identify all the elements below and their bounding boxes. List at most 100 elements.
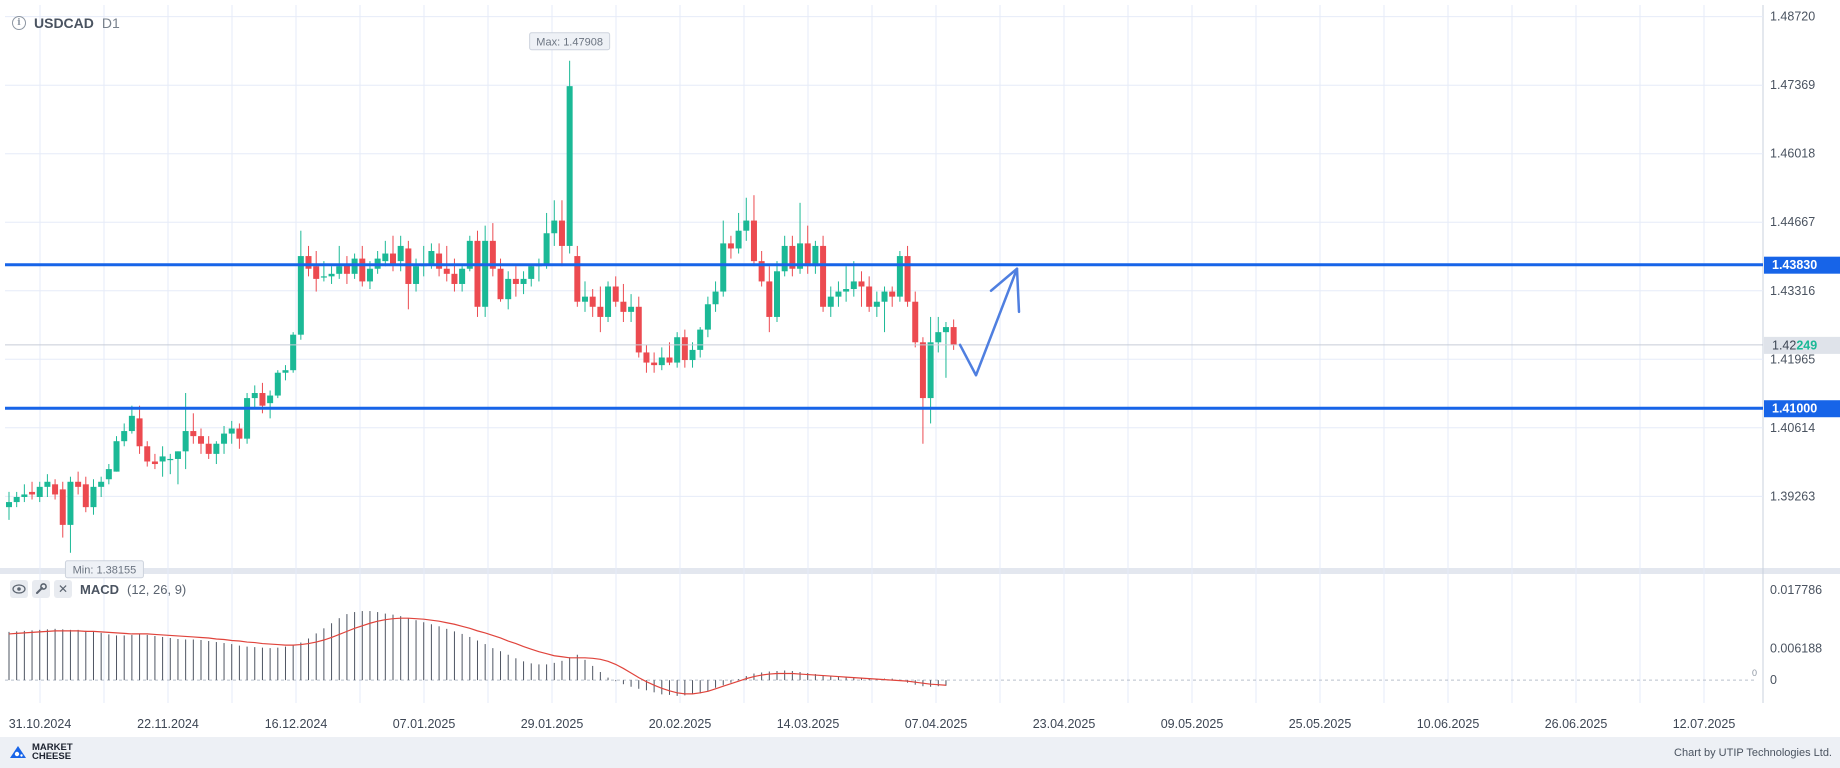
candle-body xyxy=(21,494,28,497)
candle-body xyxy=(566,86,573,246)
candle xyxy=(128,405,135,434)
candle-body xyxy=(313,266,320,279)
timeframe-label[interactable]: D1 xyxy=(101,15,120,31)
eye-icon[interactable] xyxy=(10,580,28,598)
candle xyxy=(336,245,343,279)
candle-body xyxy=(351,258,358,274)
min-label: Min: 1.38155 xyxy=(73,564,137,576)
price-tick-label: 1.48720 xyxy=(1770,10,1815,24)
time-tick-label: 29.01.2025 xyxy=(521,717,584,731)
candle xyxy=(151,453,158,470)
candle-body xyxy=(605,286,612,317)
candle xyxy=(574,245,581,307)
candle xyxy=(6,491,12,520)
candle xyxy=(113,436,120,472)
candle xyxy=(797,202,804,274)
candle-body xyxy=(720,243,727,292)
candle-body xyxy=(190,431,197,437)
candle-body xyxy=(543,233,550,264)
candle xyxy=(190,413,197,444)
candle-body xyxy=(804,243,811,267)
candle xyxy=(605,281,612,323)
candle xyxy=(228,420,235,444)
candle xyxy=(305,245,312,277)
forecast-arrow-line xyxy=(958,267,1019,377)
candle-body xyxy=(758,261,765,282)
candle xyxy=(919,337,926,444)
candle xyxy=(704,296,711,338)
candle xyxy=(44,474,51,497)
candle-body xyxy=(620,301,627,312)
candle-body xyxy=(589,296,596,307)
macd-tick-label: 0.006188 xyxy=(1770,642,1822,656)
candle xyxy=(313,250,320,292)
candle-body xyxy=(251,393,258,399)
candle-body xyxy=(121,431,128,442)
candle xyxy=(520,271,527,295)
info-icon[interactable]: i xyxy=(12,16,26,30)
wrench-icon[interactable] xyxy=(32,580,50,598)
min-label-bg xyxy=(64,560,144,579)
candle xyxy=(251,385,258,409)
candle-body xyxy=(512,278,519,284)
candle xyxy=(405,240,412,310)
candle-body xyxy=(459,268,466,284)
candle-body xyxy=(336,266,343,274)
candle-body xyxy=(896,256,903,297)
candle-body xyxy=(198,436,204,444)
chart-axes: 1.48720 1.47369 1.46018 1.44667 1.43316 1.419… xyxy=(9,10,1822,731)
marketcheese-logo[interactable]: MARKET CHEESE xyxy=(8,743,73,761)
candle-body xyxy=(697,329,704,350)
candle-body xyxy=(704,304,711,330)
candle-body xyxy=(735,230,742,249)
candle-body xyxy=(397,245,404,262)
candle-body xyxy=(13,496,20,503)
candle-body xyxy=(297,256,304,335)
candle-body xyxy=(182,431,189,452)
candle xyxy=(881,286,888,333)
candle-body xyxy=(712,291,719,305)
candle-body xyxy=(658,357,665,366)
candle xyxy=(489,223,496,277)
last-price-label: 1.42249 xyxy=(1772,338,1817,352)
candle-body xyxy=(113,441,120,472)
time-tick-label: 07.01.2025 xyxy=(393,717,456,731)
candle xyxy=(59,481,66,538)
candle-body xyxy=(428,250,435,264)
candle-body xyxy=(36,486,43,497)
candle xyxy=(651,352,658,373)
close-icon[interactable]: ✕ xyxy=(54,580,72,598)
price-candles xyxy=(6,60,957,553)
candle xyxy=(566,60,573,254)
candle xyxy=(666,342,673,366)
candle-body xyxy=(505,278,512,300)
candle-body xyxy=(343,263,350,274)
candle-body xyxy=(743,220,750,231)
candle xyxy=(213,441,220,465)
candle-body xyxy=(789,245,796,269)
time-tick-label: 31.10.2024 xyxy=(9,717,72,731)
candle xyxy=(144,441,151,467)
candle xyxy=(374,250,381,274)
candle xyxy=(535,258,542,282)
candle xyxy=(820,235,827,312)
candle-body xyxy=(520,278,527,284)
candle xyxy=(712,281,719,312)
candle xyxy=(697,327,704,358)
chart-annotations: Max: 1.47908 Min: 1.38155 xyxy=(64,32,1021,579)
candle-body xyxy=(6,502,12,508)
candle-body xyxy=(174,451,181,459)
time-tick-label: 09.05.2025 xyxy=(1161,717,1224,731)
candle xyxy=(482,225,489,317)
candle-body xyxy=(320,276,327,278)
candle xyxy=(758,250,765,287)
candle-body xyxy=(282,370,289,373)
candle xyxy=(589,289,596,317)
candle xyxy=(804,225,811,274)
time-tick-label: 10.06.2025 xyxy=(1417,717,1480,731)
candle xyxy=(727,235,734,259)
candle-body xyxy=(436,253,443,269)
candle xyxy=(182,393,189,470)
candle-body xyxy=(274,372,281,396)
